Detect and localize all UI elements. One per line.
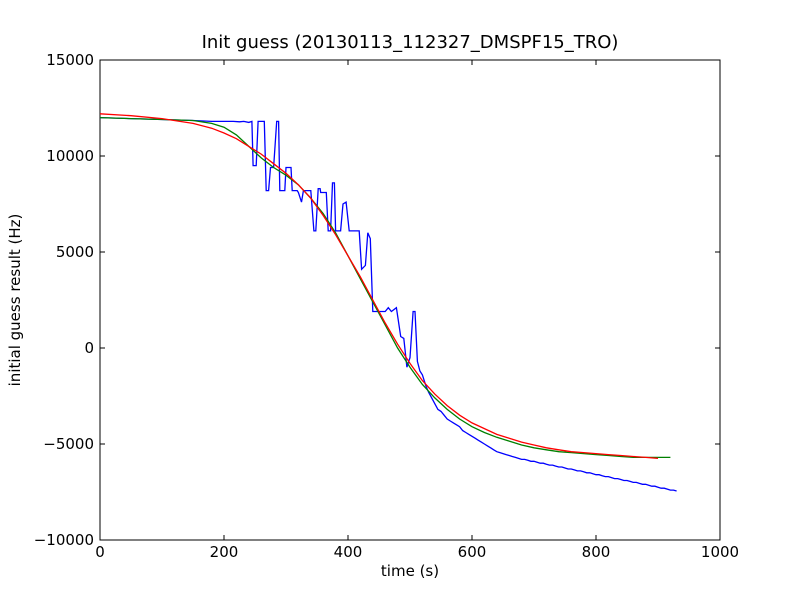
series-layer (99, 113, 677, 492)
x-tick-label: 0 (95, 543, 105, 561)
series-line-3 (99, 113, 659, 460)
x-tick-label: 800 (582, 543, 611, 561)
chart-title: Init guess (20130113_112327_DMSPF15_TRO) (202, 32, 619, 53)
x-axis-label: time (s) (381, 562, 439, 580)
x-axis: 0 200 400 600 800 1000 (95, 60, 739, 561)
plot-area (99, 59, 721, 541)
y-axis: −10000 −5000 0 5000 10000 15000 (34, 51, 720, 549)
y-tick-label: 5000 (56, 243, 94, 261)
y-tick-label: 0 (84, 339, 94, 357)
y-tick-label: −5000 (43, 435, 94, 453)
x-tick-label: 1000 (701, 543, 739, 561)
y-tick-label: 10000 (46, 147, 94, 165)
x-tick-label: 400 (334, 543, 363, 561)
x-tick-label: 200 (210, 543, 239, 561)
y-axis-label: initial guess result (Hz) (6, 214, 24, 387)
x-tick-label: 600 (458, 543, 487, 561)
y-tick-label: 15000 (46, 51, 94, 69)
y-tick-label: −10000 (34, 531, 94, 549)
series-line-1 (99, 116, 677, 492)
